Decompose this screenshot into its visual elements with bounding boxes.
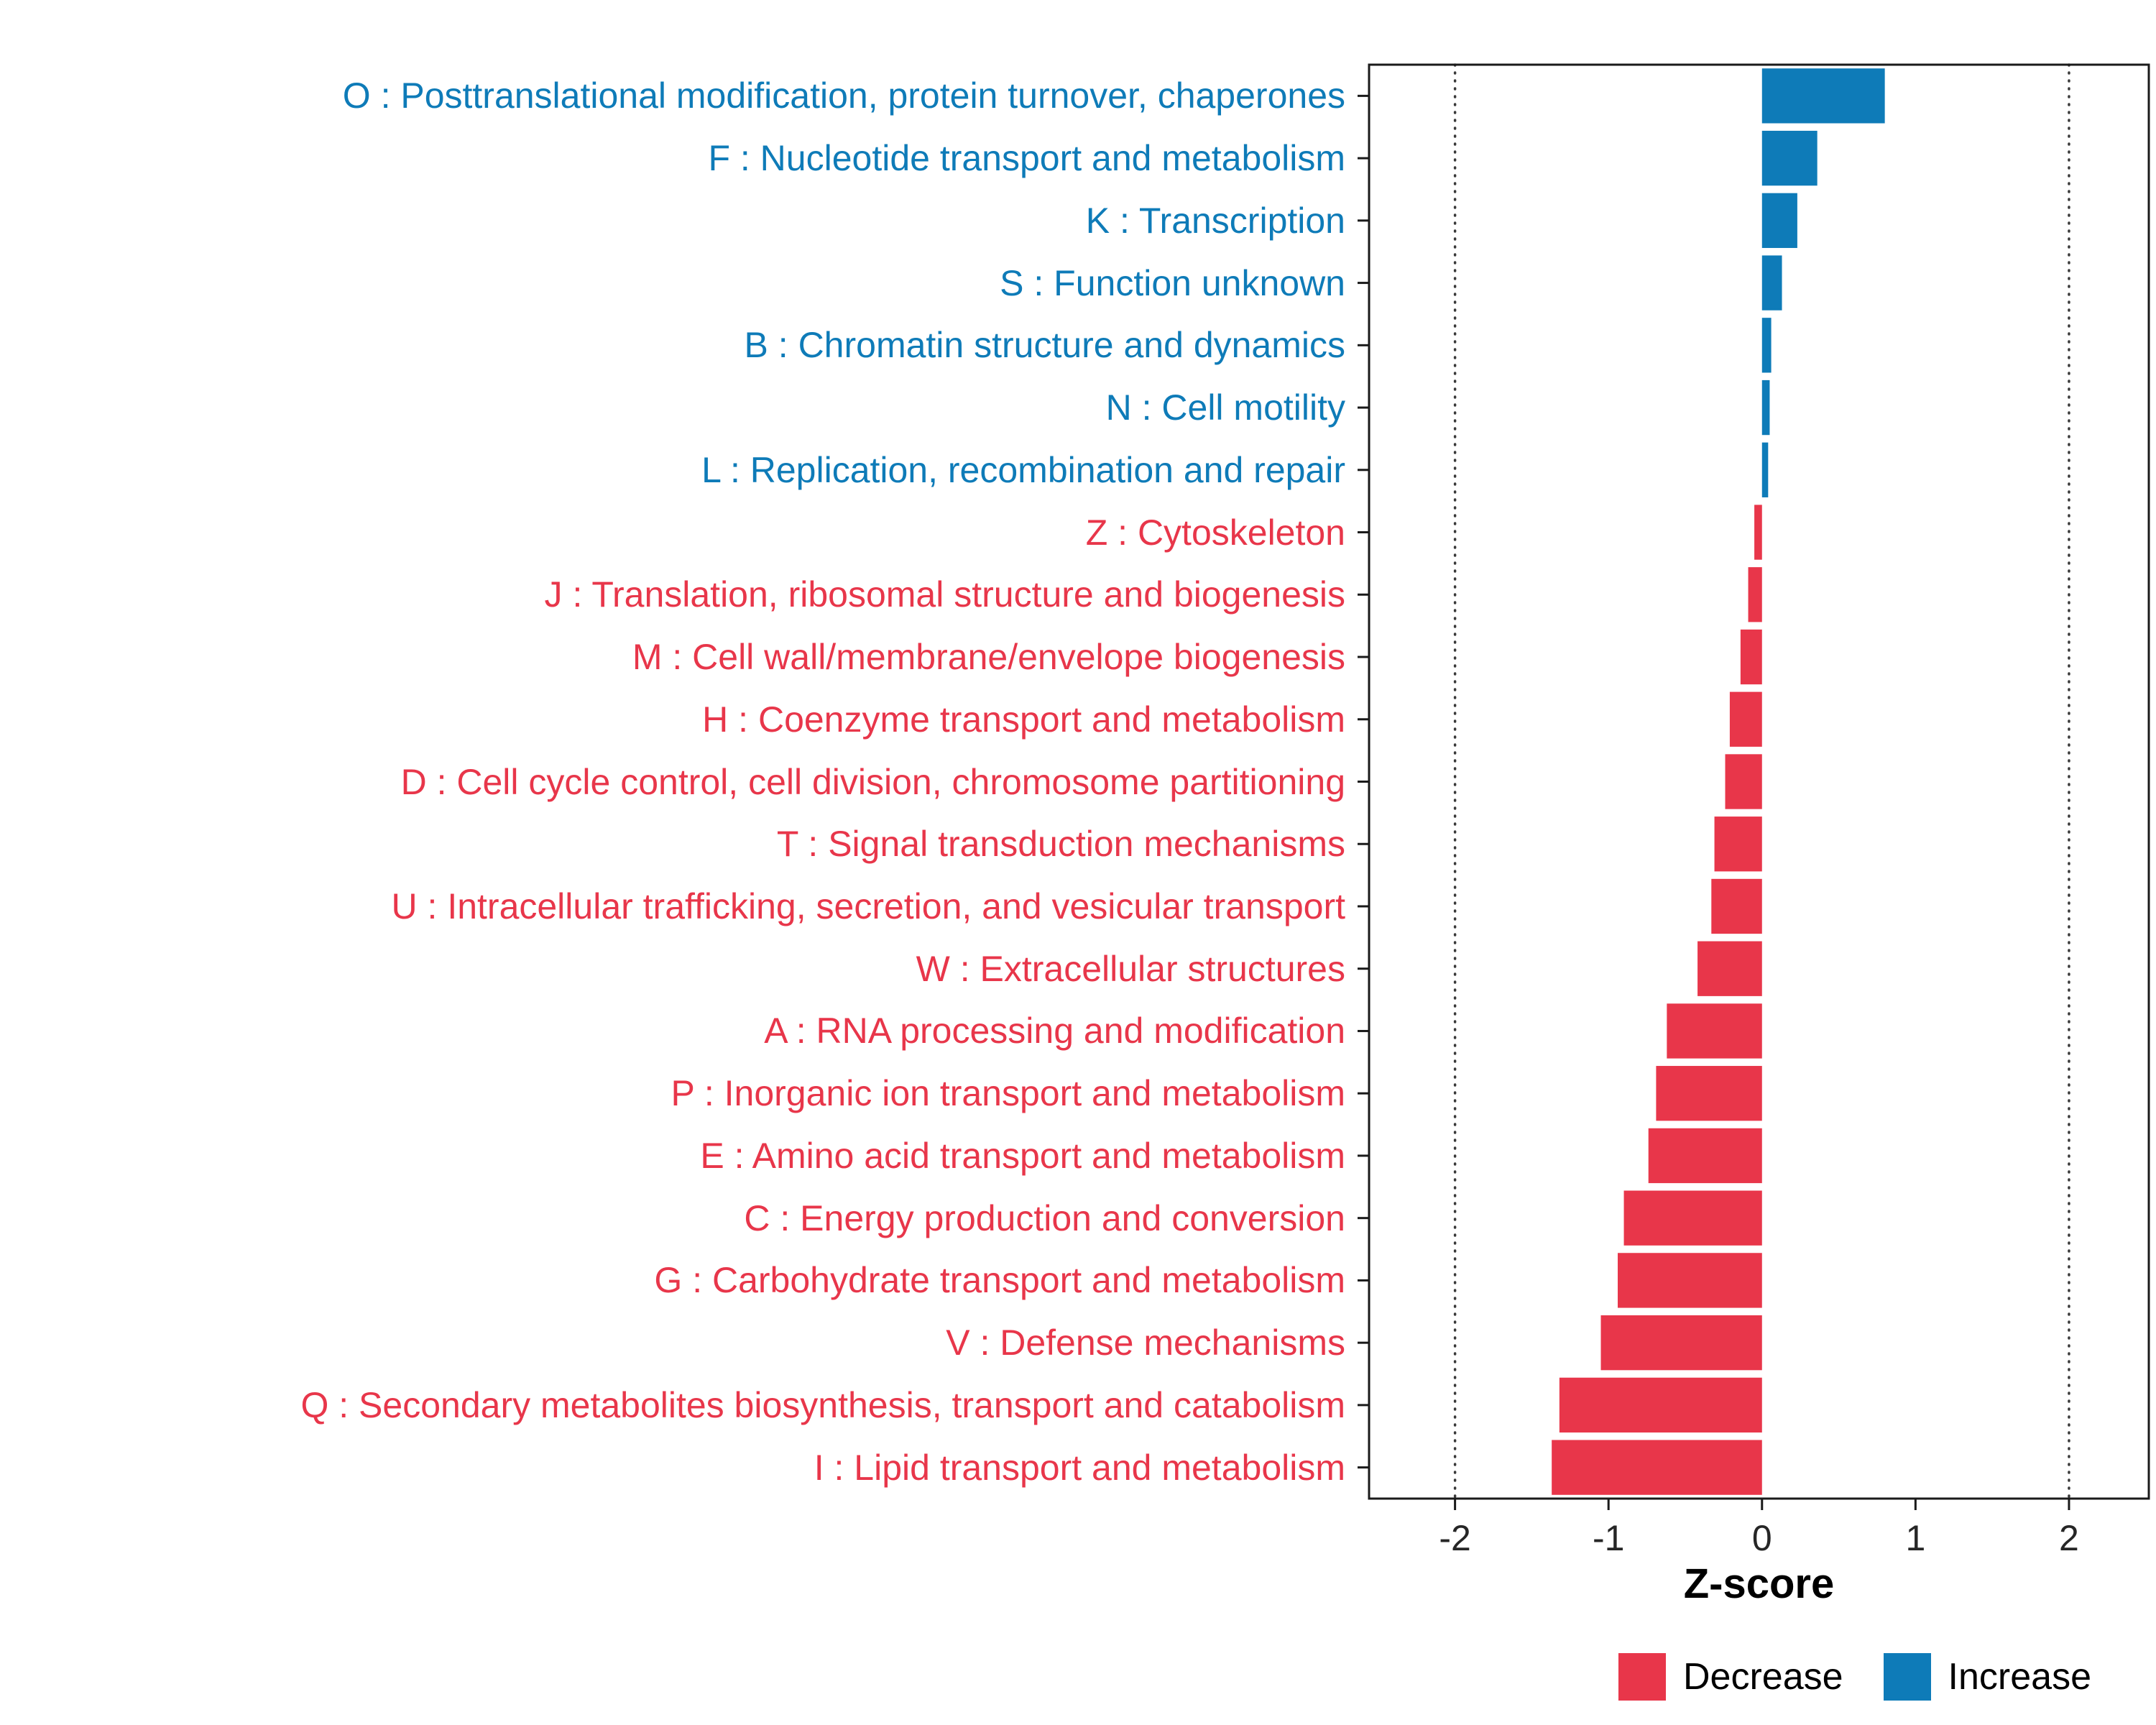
legend-item-decrease: Decrease	[1618, 1653, 1843, 1701]
category-label: N : Cell motility	[1105, 387, 1345, 428]
bar	[1754, 505, 1762, 560]
legend-item-increase: Increase	[1883, 1653, 2091, 1701]
bar	[1761, 68, 1885, 124]
bar	[1748, 567, 1762, 622]
bar	[1559, 1377, 1762, 1433]
category-label: A : RNA processing and modification	[764, 1011, 1345, 1052]
bar	[1761, 318, 1772, 373]
bar	[1740, 629, 1762, 685]
category-label: F : Nucleotide transport and metabolism	[708, 138, 1345, 179]
bar	[1761, 130, 1818, 186]
category-label: M : Cell wall/membrane/envelope biogenes…	[632, 637, 1345, 678]
x-tick-label: -2	[1439, 1518, 1470, 1558]
category-label: G : Carbohydrate transport and metabolis…	[654, 1260, 1345, 1301]
category-label: Z : Cytoskeleton	[1085, 512, 1345, 553]
x-tick-label: 0	[1752, 1518, 1772, 1558]
category-label: I : Lipid transport and metabolism	[814, 1447, 1345, 1488]
category-label: P : Inorganic ion transport and metaboli…	[671, 1073, 1345, 1114]
bar	[1761, 442, 1769, 497]
legend: Decrease Increase	[1618, 1653, 2091, 1701]
bar	[1761, 255, 1782, 310]
bar	[1618, 1253, 1762, 1308]
category-label: C : Energy production and conversion	[744, 1197, 1345, 1238]
bar	[1711, 878, 1762, 934]
bar	[1761, 380, 1770, 436]
legend-swatch-decrease	[1618, 1653, 1666, 1701]
legend-swatch-increase	[1883, 1653, 1931, 1701]
category-label: S : Function unknown	[1000, 262, 1345, 303]
category-label: Q : Secondary metabolites biosynthesis, …	[300, 1384, 1345, 1425]
bar	[1600, 1315, 1762, 1371]
category-label: H : Coenzyme transport and metabolism	[702, 699, 1345, 740]
legend-label-increase: Increase	[1948, 1656, 2091, 1698]
category-label: W : Extracellular structures	[916, 948, 1345, 989]
x-tick-label: -1	[1593, 1518, 1624, 1558]
bar	[1552, 1440, 1762, 1495]
category-label: E : Amino acid transport and metabolism	[700, 1135, 1345, 1176]
x-tick-label: 1	[1905, 1518, 1925, 1558]
legend-label-decrease: Decrease	[1682, 1656, 1843, 1698]
category-label: V : Defense mechanisms	[946, 1322, 1345, 1363]
bar	[1656, 1066, 1762, 1121]
bar	[1725, 754, 1762, 809]
category-label: K : Transcription	[1085, 200, 1345, 241]
x-axis-title: Z-score	[1683, 1560, 1835, 1607]
x-tick-label: 2	[2059, 1518, 2079, 1558]
category-label: B : Chromatin structure and dynamics	[744, 325, 1345, 366]
bar	[1623, 1190, 1762, 1246]
bar	[1729, 691, 1762, 747]
category-label: J : Translation, ribosomal structure and…	[544, 574, 1345, 615]
bar	[1761, 193, 1797, 249]
category-label: O : Posttranslational modification, prot…	[342, 75, 1345, 116]
bar	[1667, 1003, 1762, 1059]
category-label: T : Signal transduction mechanisms	[776, 824, 1345, 865]
bar	[1697, 941, 1762, 996]
bar	[1714, 816, 1762, 872]
category-label: L : Replication, recombination and repai…	[701, 449, 1345, 490]
category-label: D : Cell cycle control, cell division, c…	[400, 761, 1345, 802]
bar	[1648, 1128, 1762, 1184]
category-label: U : Intracellular trafficking, secretion…	[391, 886, 1345, 926]
